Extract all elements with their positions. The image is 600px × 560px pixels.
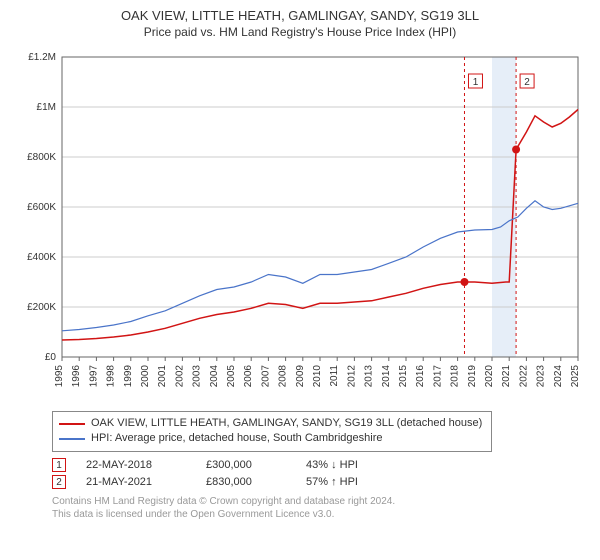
legend-item: HPI: Average price, detached house, Sout… [59, 431, 485, 446]
svg-text:£1.2M: £1.2M [28, 52, 56, 63]
svg-text:2012: 2012 [346, 364, 357, 387]
footer-line: This data is licensed under the Open Gov… [52, 508, 588, 521]
svg-text:£1M: £1M [37, 102, 56, 113]
sale-date: 22-MAY-2018 [86, 459, 186, 471]
svg-text:£800K: £800K [27, 152, 56, 163]
svg-text:2013: 2013 [364, 364, 375, 387]
svg-text:1999: 1999 [123, 364, 134, 387]
legend: OAK VIEW, LITTLE HEATH, GAMLINGAY, SANDY… [52, 411, 492, 452]
legend-swatch [59, 423, 85, 425]
svg-text:2015: 2015 [398, 364, 409, 387]
svg-text:2002: 2002 [174, 364, 185, 387]
legend-swatch [59, 438, 85, 440]
line-chart: £0 £200K £400K £600K £800K £1M £1.2M 1995 1996 19… [12, 47, 588, 407]
svg-text:2003: 2003 [192, 364, 203, 387]
sale-pct: 57% ↑ HPI [306, 476, 386, 488]
svg-text:£200K: £200K [27, 302, 56, 313]
svg-text:2019: 2019 [467, 364, 478, 387]
sale-badge: 1 [52, 458, 66, 472]
svg-text:2020: 2020 [484, 364, 495, 387]
svg-text:2024: 2024 [553, 364, 564, 387]
svg-text:2001: 2001 [157, 364, 168, 387]
svg-text:2009: 2009 [295, 364, 306, 387]
svg-text:2025: 2025 [570, 364, 581, 387]
footer-text: Contains HM Land Registry data © Crown c… [52, 495, 588, 521]
svg-text:2016: 2016 [415, 364, 426, 387]
svg-text:2000: 2000 [140, 364, 151, 387]
sale-row: 2 21-MAY-2021 £830,000 57% ↑ HPI [52, 475, 588, 489]
chart-title: OAK VIEW, LITTLE HEATH, GAMLINGAY, SANDY… [12, 8, 588, 25]
sale-price: £300,000 [206, 459, 286, 471]
svg-text:2021: 2021 [501, 364, 512, 387]
svg-text:1998: 1998 [106, 364, 117, 387]
svg-text:£400K: £400K [27, 252, 56, 263]
svg-text:2005: 2005 [226, 364, 237, 387]
svg-text:£0: £0 [45, 352, 57, 363]
footer-line: Contains HM Land Registry data © Crown c… [52, 495, 588, 508]
sales-table: 1 22-MAY-2018 £300,000 43% ↓ HPI 2 21-MA… [52, 458, 588, 489]
legend-label: OAK VIEW, LITTLE HEATH, GAMLINGAY, SANDY… [91, 416, 482, 431]
svg-text:2017: 2017 [432, 364, 443, 387]
svg-text:£600K: £600K [27, 202, 56, 213]
svg-text:2011: 2011 [329, 364, 340, 386]
svg-text:1996: 1996 [71, 364, 82, 387]
legend-label: HPI: Average price, detached house, Sout… [91, 431, 382, 446]
sale-pct: 43% ↓ HPI [306, 459, 386, 471]
svg-text:2023: 2023 [536, 364, 547, 387]
svg-text:2010: 2010 [312, 364, 323, 387]
chart-area: £0 £200K £400K £600K £800K £1M £1.2M 1995 1996 19… [12, 47, 588, 407]
svg-text:2014: 2014 [381, 364, 392, 387]
svg-text:2: 2 [524, 77, 530, 88]
sale-price: £830,000 [206, 476, 286, 488]
sale-date: 21-MAY-2021 [86, 476, 186, 488]
svg-text:2018: 2018 [450, 364, 461, 387]
sale-badge: 2 [52, 475, 66, 489]
svg-text:1995: 1995 [54, 364, 65, 387]
svg-text:2004: 2004 [209, 364, 220, 387]
chart-subtitle: Price paid vs. HM Land Registry's House … [12, 25, 588, 39]
svg-text:1: 1 [473, 77, 479, 88]
chart-container: OAK VIEW, LITTLE HEATH, GAMLINGAY, SANDY… [0, 0, 600, 560]
svg-text:1997: 1997 [88, 364, 99, 387]
sale-row: 1 22-MAY-2018 £300,000 43% ↓ HPI [52, 458, 588, 472]
legend-item: OAK VIEW, LITTLE HEATH, GAMLINGAY, SANDY… [59, 416, 485, 431]
svg-text:2007: 2007 [260, 364, 271, 387]
svg-text:2008: 2008 [278, 364, 289, 387]
svg-text:2022: 2022 [518, 364, 529, 387]
svg-text:2006: 2006 [243, 364, 254, 387]
